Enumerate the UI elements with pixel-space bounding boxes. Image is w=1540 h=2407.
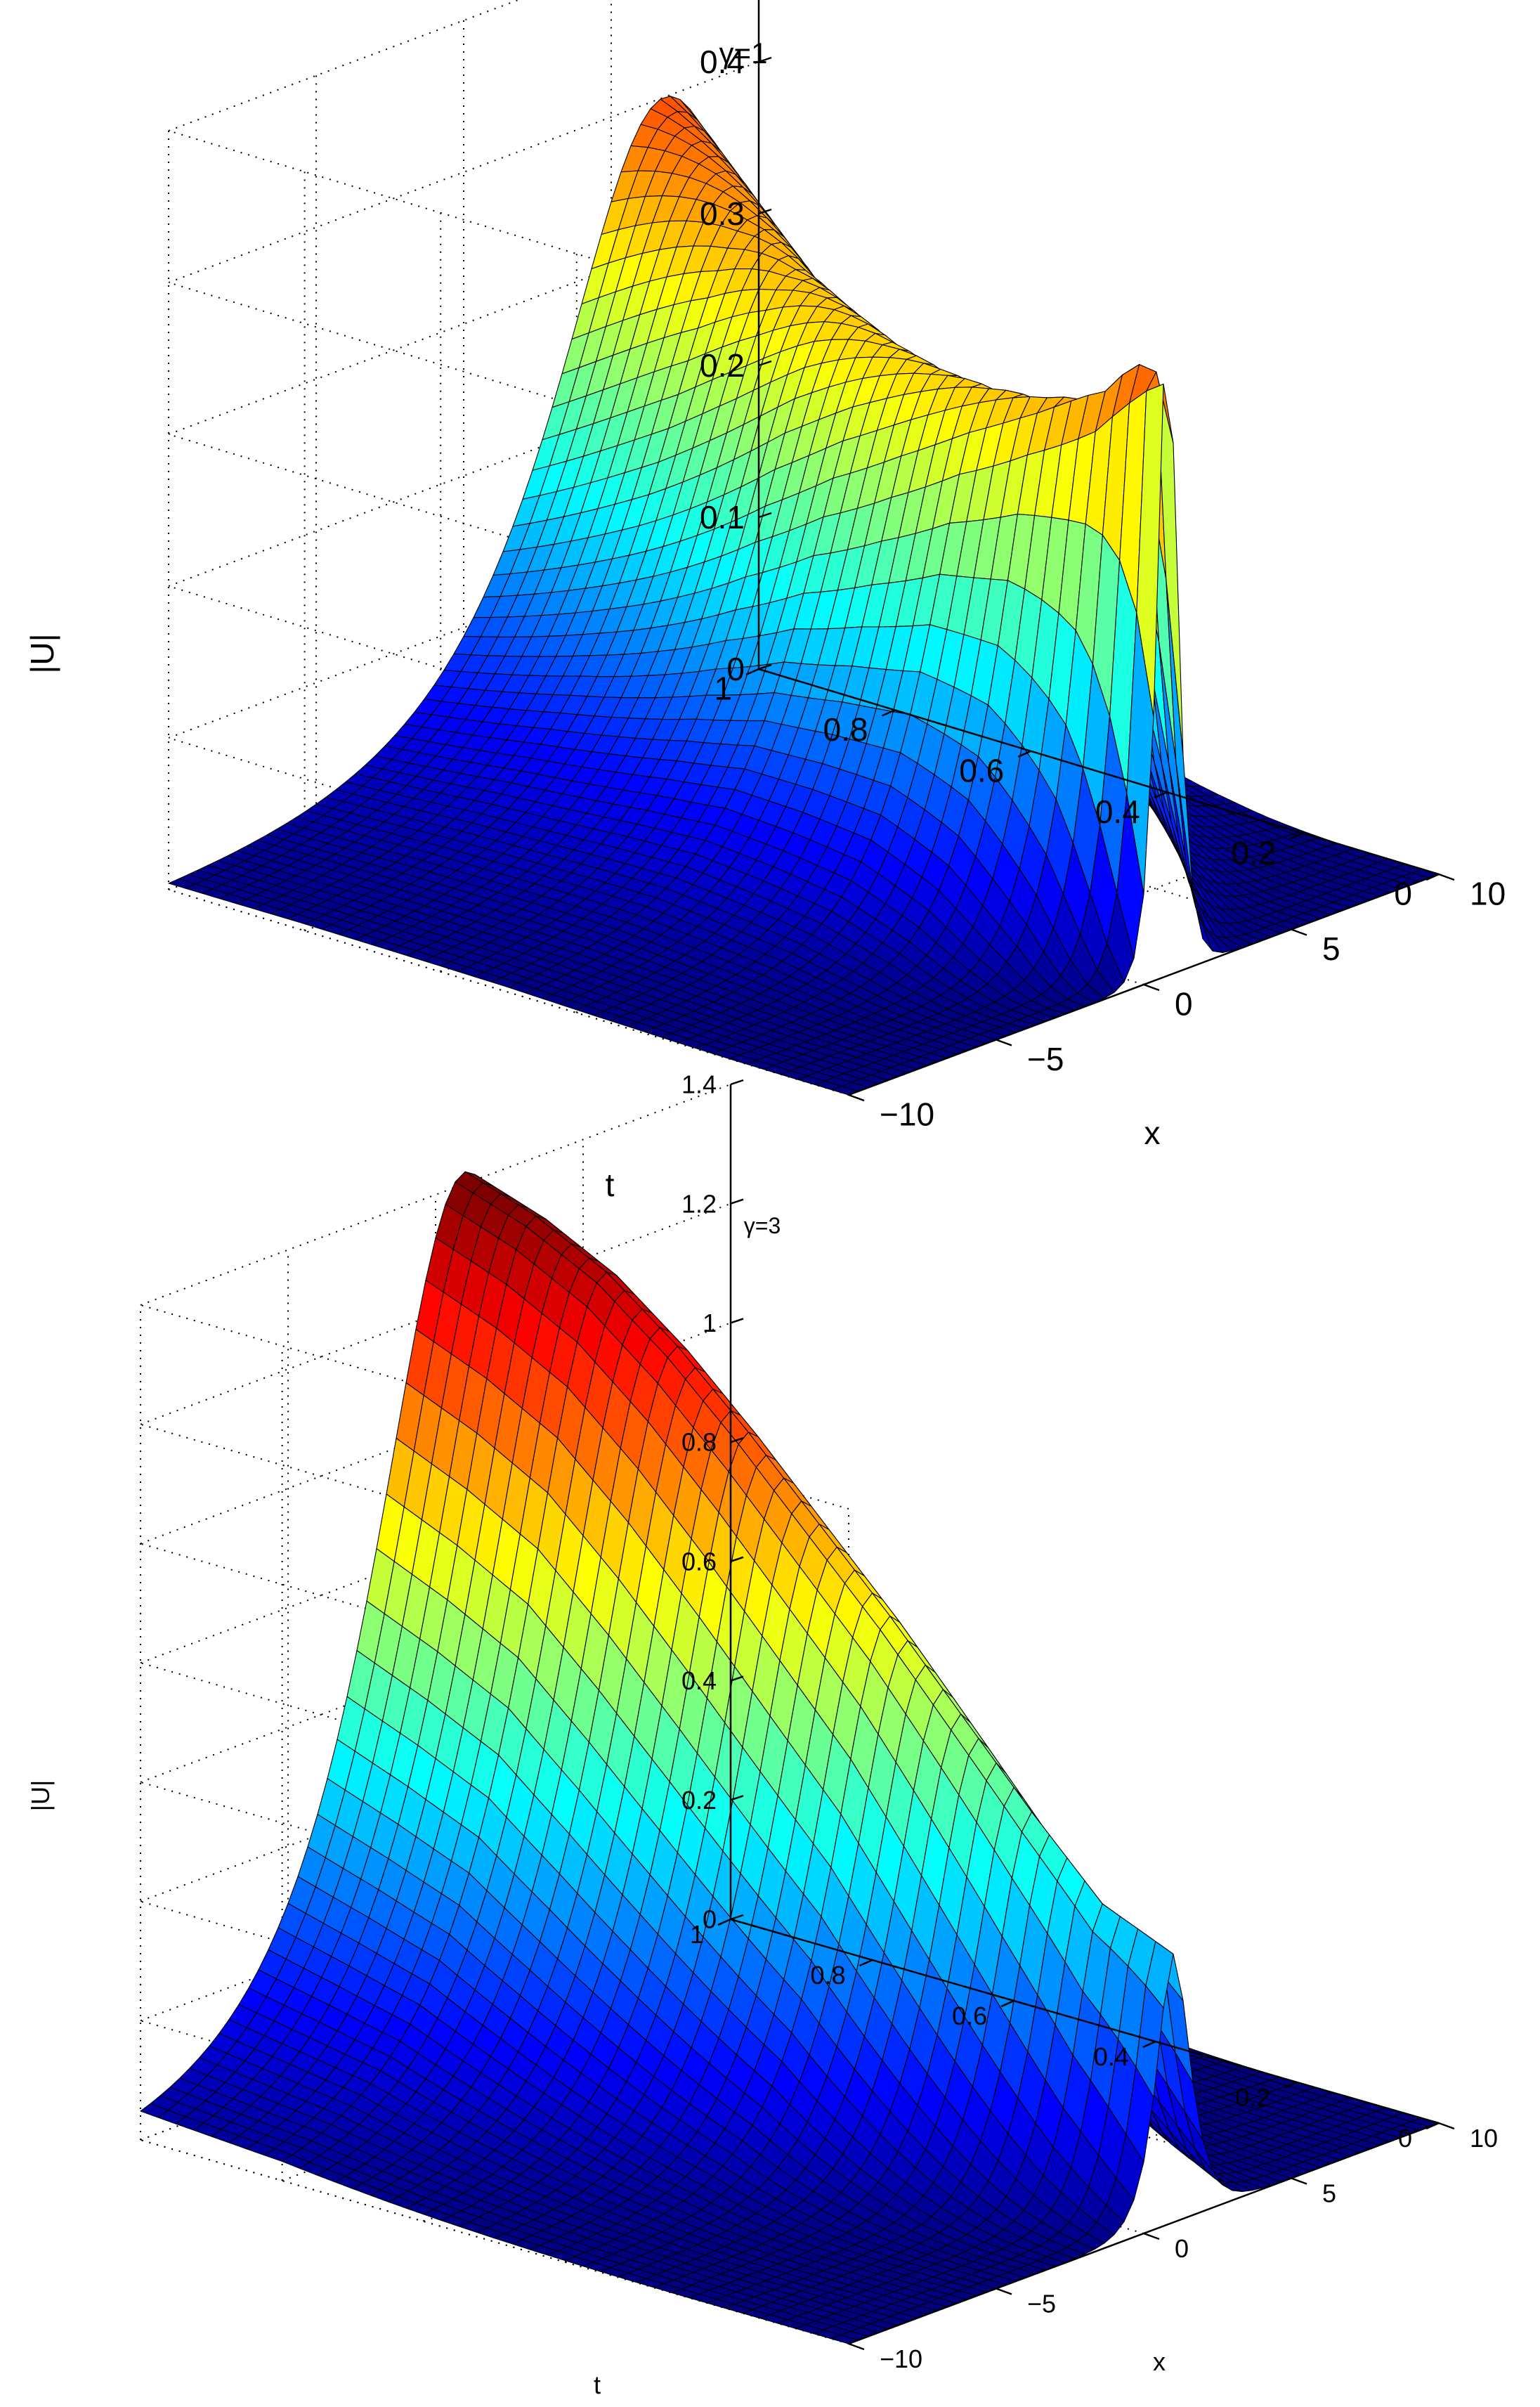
t-axis-label: t: [594, 2370, 601, 2399]
t-tick-label: 0.4: [1095, 793, 1140, 830]
t-tick-label: 0.6: [952, 2001, 987, 2030]
z-tick-label: 1.4: [681, 1070, 717, 1099]
t-tick-label: 0.2: [1235, 2083, 1270, 2112]
z-tick: [730, 1198, 744, 1205]
surface-plot-gamma-1: −10−5051000.20.40.60.8100.10.20.30.40.5γ…: [24, 0, 1506, 1203]
z-tick-label: 1: [703, 1309, 717, 1337]
t-tick-label: 0.6: [959, 753, 1004, 789]
x-tick-label: 0: [1175, 986, 1193, 1023]
t-axis-label: t: [606, 1167, 615, 1203]
x-tick-label: −5: [1027, 2290, 1056, 2318]
x-tick-label: −10: [880, 2344, 922, 2373]
x-tick: [1291, 928, 1307, 936]
z-tick: [730, 1318, 744, 1324]
x-tick: [1291, 2177, 1307, 2185]
z-tick-label: 0.1: [700, 499, 745, 536]
surface: [140, 1171, 1440, 2344]
z-tick-label: 0.4: [681, 1666, 717, 1695]
surface: [168, 96, 1440, 1096]
x-tick-label: 10: [1470, 2124, 1498, 2153]
z-tick-label: 0: [726, 651, 745, 687]
t-tick-label: 0: [1394, 876, 1412, 912]
z-axis-label: |U|: [24, 633, 60, 673]
z-tick-label: 0.2: [700, 347, 745, 384]
x-tick-label: 10: [1470, 876, 1506, 912]
z-tick-label: 0.2: [681, 1786, 717, 1815]
z-tick-label: 0.8: [681, 1428, 717, 1457]
z-tick: [730, 1079, 744, 1086]
x-tick: [848, 1094, 865, 1102]
x-axis-label: x: [1153, 2347, 1166, 2376]
x-tick: [848, 2342, 865, 2351]
x-tick: [1143, 2232, 1160, 2240]
t-tick-label: 0.2: [1231, 834, 1276, 871]
t-tick-label: 0: [1398, 2124, 1412, 2153]
t-tick-label: 0.4: [1094, 2042, 1129, 2071]
z-tick-label: 1.2: [681, 1189, 717, 1218]
x-tick-label: 0: [1175, 2234, 1189, 2263]
chart-title: γ=1: [719, 37, 768, 70]
chart-title: γ=3: [744, 1213, 781, 1238]
x-axis-label: x: [1144, 1115, 1161, 1151]
x-tick-label: −10: [880, 1096, 934, 1133]
x-tick: [1438, 2122, 1455, 2130]
t-tick-label: 0.8: [811, 1961, 846, 1990]
x-tick: [1143, 983, 1160, 992]
x-tick-label: 5: [1322, 2179, 1336, 2208]
x-tick: [1438, 873, 1455, 881]
x-tick: [996, 2288, 1012, 2295]
z-tick-label: 0.6: [681, 1547, 717, 1576]
surface-plot-gamma-3: −10−5051000.20.40.60.8100.20.40.60.811.2…: [26, 1070, 1498, 2399]
x-tick: [996, 1039, 1012, 1046]
t-tick-label: 0.8: [823, 711, 868, 748]
z-tick-label: 0: [703, 1905, 717, 1934]
z-axis-label: |U|: [26, 1780, 55, 1812]
z-tick-label: 0.3: [700, 195, 745, 232]
x-tick-label: −5: [1027, 1041, 1064, 1077]
x-tick-label: 5: [1322, 930, 1340, 967]
